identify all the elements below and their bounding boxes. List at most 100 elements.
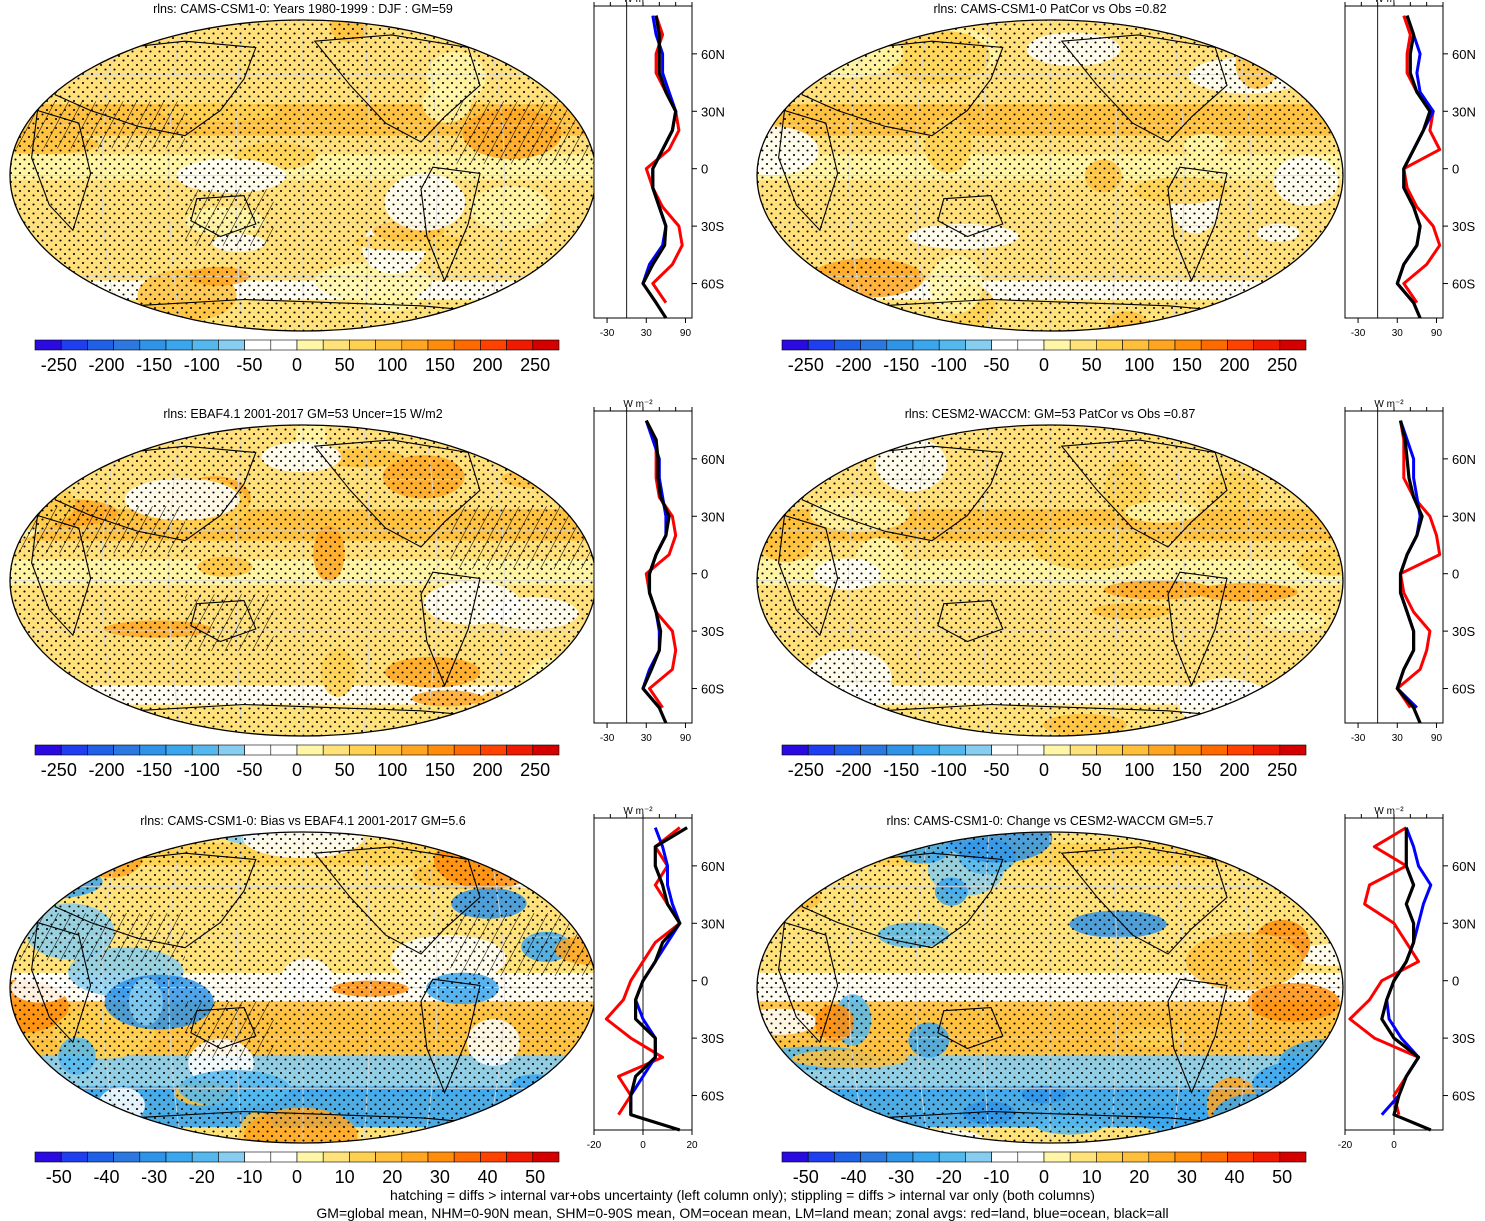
colorbar-tick-label: 100 (1124, 355, 1154, 375)
colorbar-tick-label: 0 (1039, 355, 1049, 375)
colorbar-tick-label: -250 (788, 355, 824, 375)
colorbar: -250 -200 -150 -100 -50 0 50 100 150 200 250 (781, 744, 1307, 780)
colorbar-swatch (834, 744, 861, 756)
map-field (757, 425, 1343, 736)
profile-series-all (641, 419, 671, 724)
profile-series-all (641, 15, 678, 319)
profile-lat-label: 60S (701, 277, 724, 292)
colorbar-swatch (270, 339, 298, 351)
stippling (757, 425, 1343, 736)
colorbar: -250 -200 -150 -100 -50 0 50 100 150 200 250 (34, 744, 560, 780)
colorbar-tick-label: 0 (292, 1167, 302, 1187)
colorbar-swatch (60, 339, 88, 351)
colorbar-swatch (1017, 744, 1045, 756)
panel-title: rlns: CAMS-CSM1-0 PatCor vs Obs =0.82 (933, 2, 1166, 16)
panel-1: rlns: CAMS-CSM1-0: Years 1980-1999 : DJF… (9, 0, 725, 375)
coastline (31, 514, 92, 637)
hatching (450, 506, 596, 570)
colorbar-swatch (1200, 744, 1228, 756)
colorbar-swatch (453, 1151, 481, 1163)
colorbar-tick-label: -200 (88, 760, 124, 780)
colorbar-swatch (453, 744, 481, 756)
colorbar-swatch (532, 744, 560, 756)
colorbar-swatch (860, 339, 888, 351)
colorbar-swatch (139, 339, 167, 351)
profile-series-all (1395, 420, 1424, 724)
colorbar-tick-label: -250 (788, 760, 824, 780)
colorbar-swatch (938, 339, 966, 351)
coastline (1167, 166, 1228, 283)
colorbar-swatch (1200, 1151, 1228, 1163)
colorbar: -50 -40 -30 -20 -10 0 10 20 30 40 50 (781, 1151, 1307, 1187)
colorbar-swatch (991, 339, 1019, 351)
colorbar-swatch (1253, 1151, 1281, 1163)
panel-title: rlns: EBAF4.1 2001-2017 GM=53 Uncer=15 W… (163, 407, 442, 421)
profile-x-tick-label: -20 (1338, 1140, 1353, 1151)
coastline (937, 599, 1004, 643)
colorbar-swatch (506, 744, 534, 756)
panel-title: rlns: CAMS-CSM1-0: Years 1980-1999 : DJF… (153, 2, 453, 16)
coastline (1167, 978, 1228, 1095)
stippling (757, 832, 1343, 1143)
colorbar-swatch (965, 1151, 992, 1163)
profile-x-tick-label: 90 (1431, 328, 1443, 339)
colorbar-swatch (349, 744, 376, 756)
coastline (31, 921, 92, 1044)
colorbar-swatch (1279, 339, 1307, 351)
profile-lat-label: 60N (701, 859, 725, 874)
stippling (757, 20, 1343, 331)
colorbar-tick-label: -40 (840, 1167, 866, 1187)
zonal-profile: W m⁻² -20 0 60N 30N 0 30S 60S (1338, 806, 1476, 1151)
colorbar-swatch (1148, 339, 1176, 351)
colorbar-swatch (191, 744, 219, 756)
hatching (185, 189, 274, 246)
profile-unit: W m⁻² (623, 806, 653, 817)
map-blob (789, 20, 849, 46)
profile-lat-label: 30S (701, 219, 724, 234)
colorbar-swatch (1069, 339, 1097, 351)
coastline (801, 40, 1004, 137)
colorbar-swatch (113, 1151, 141, 1163)
colorbar-swatch (296, 1151, 324, 1163)
profile-series-all (629, 826, 688, 1132)
zonal-profile: W m⁻² -20 0 20 60N 30N 0 30S 60S (587, 806, 725, 1151)
zonal-profile: W m⁻² -30 30 90 60N 30N 0 30S 60S (1344, 399, 1476, 744)
colorbar-tick-label: 50 (1272, 1167, 1292, 1187)
colorbar-swatch (270, 744, 298, 756)
colorbar-swatch (860, 744, 888, 756)
colorbar-swatch (139, 1151, 167, 1163)
colorbar-tick-label: -150 (136, 355, 172, 375)
map-blob (757, 1112, 835, 1143)
colorbar-swatch (1043, 744, 1071, 756)
colorbar-swatch (912, 744, 940, 756)
colorbar-tick-label: -200 (88, 355, 124, 375)
profile-unit: W m⁻² (623, 0, 653, 5)
colorbar-swatch (244, 339, 272, 351)
colorbar-swatch (834, 1151, 861, 1163)
colorbar-swatch (165, 744, 193, 756)
colorbar-swatch (781, 339, 809, 351)
colorbar-tick-label: -20 (189, 1167, 215, 1187)
colorbar-swatch (218, 744, 245, 756)
profile-unit: W m⁻² (623, 399, 653, 410)
profile-lat-label: 30S (1452, 219, 1475, 234)
colorbar-swatch (480, 339, 507, 351)
hatching (450, 101, 596, 165)
colorbar-swatch (781, 744, 809, 756)
colorbar-swatch (87, 744, 114, 756)
profile-series-land (644, 419, 678, 709)
colorbar-swatch (218, 339, 245, 351)
coastline (778, 514, 839, 637)
map-blob (10, 841, 80, 870)
profile-series-land (1395, 420, 1442, 709)
zonal-profile: W m⁻² -30 30 90 60N 30N 0 30S 60S (1344, 0, 1476, 339)
profile-lat-label: 0 (1452, 974, 1459, 989)
profile-x-tick-label: 30 (641, 328, 653, 339)
map-blob (833, 425, 864, 440)
colorbar-swatch (191, 1151, 219, 1163)
profile-series-all (1395, 15, 1432, 319)
colorbar-swatch (860, 1151, 888, 1163)
colorbar-swatch (1200, 339, 1228, 351)
colorbar-swatch (1279, 1151, 1307, 1163)
